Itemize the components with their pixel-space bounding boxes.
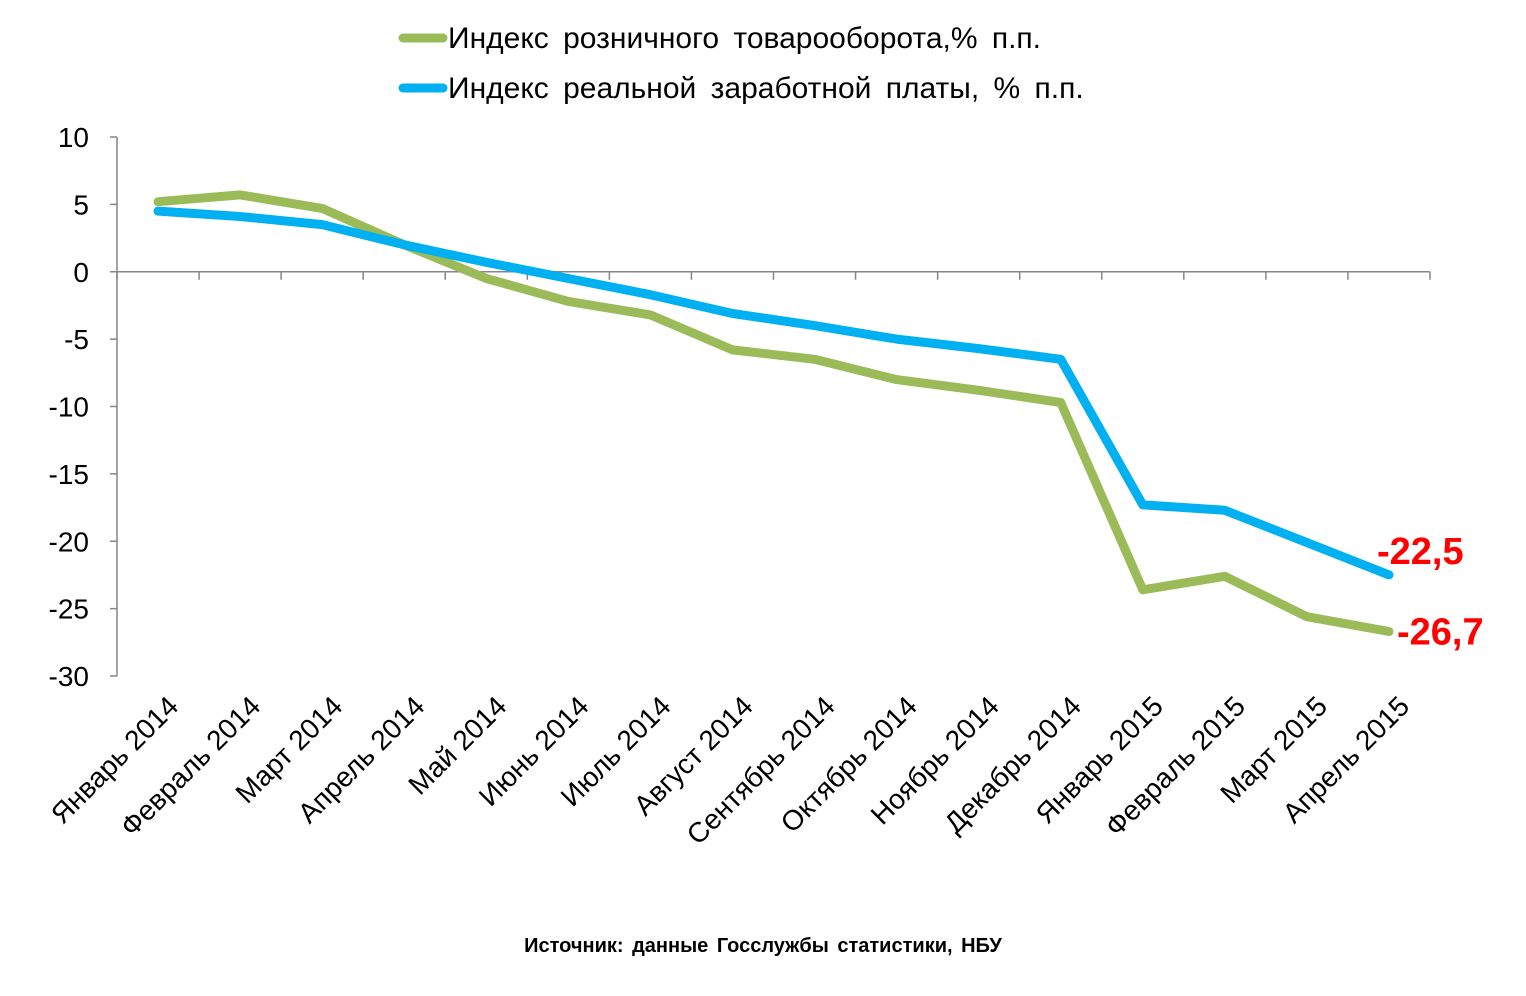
y-tick-label: -25 <box>49 594 89 625</box>
series-line-0 <box>153 190 1394 636</box>
legend-label-0: Индекс розничного товарооборота,% п.п. <box>448 22 1041 55</box>
source-note: Источник: данные Госслужбы статистики, Н… <box>524 935 1002 957</box>
series-line-1 <box>153 206 1394 580</box>
y-tick-label: -5 <box>64 324 89 355</box>
y-tick-label: 10 <box>58 122 89 153</box>
y-axis: 10 5 0 -5 -10 -15 -20 -25 -30 <box>49 122 118 692</box>
y-tick-label: -10 <box>49 392 89 423</box>
series-end-label-0: -26,7 <box>1397 612 1484 654</box>
x-category-label: Февраль 2014 <box>114 690 266 842</box>
y-tick-label: -20 <box>49 526 89 557</box>
end-labels: -26,7 -22,5 <box>1377 531 1484 654</box>
y-tick-label: -15 <box>49 459 89 490</box>
y-tick-label: 0 <box>73 257 89 288</box>
y-tick-label: -30 <box>49 661 89 692</box>
x-category-label: Сентябрь 2014 <box>681 690 841 850</box>
chart-legend: Индекс розничного товарооборота,% п.п. Ин… <box>398 22 1084 105</box>
y-tick-label: 5 <box>73 189 89 220</box>
series-layer <box>153 190 1394 636</box>
legend-label-1: Индекс реальной заработной платы, % п.п. <box>448 72 1084 105</box>
series-end-label-1: -22,5 <box>1377 531 1464 573</box>
x-category-label: Февраль 2015 <box>1099 690 1251 842</box>
